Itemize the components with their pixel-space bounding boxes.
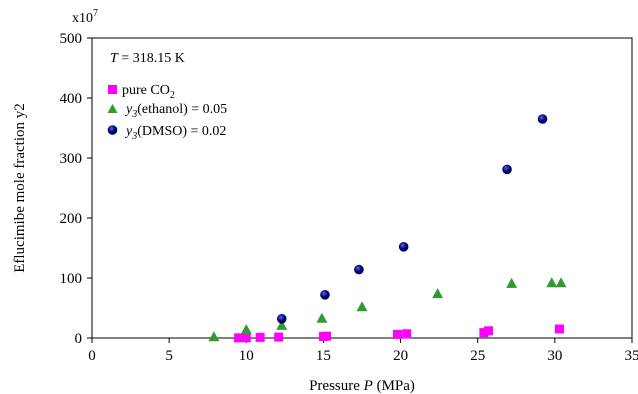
temperature-value: = 318.15 K: [118, 51, 185, 66]
data-point-square: [402, 329, 412, 339]
x-tick-label: 20: [393, 348, 408, 364]
x-tick-label: 30: [547, 348, 562, 364]
data-point-circle: [354, 264, 364, 275]
data-point-square: [241, 333, 251, 343]
legend-label-dmso-rest: (DMSO) = 0.02: [137, 124, 226, 139]
data-point-square: [274, 332, 284, 342]
legend-label-dmso-sub: 3: [131, 131, 137, 142]
y-multiplier-exp: 7: [93, 8, 98, 19]
data-point-triangle: [208, 331, 220, 342]
series-0: [234, 324, 564, 343]
points-layer: [208, 114, 567, 343]
legend-label-ethanol-rest: (ethanol) = 0.05: [137, 102, 227, 117]
legend-label-pure-co2: pure CO2: [122, 83, 175, 101]
data-point-triangle: [546, 277, 558, 288]
legend-marker-circle: [107, 125, 118, 135]
legend-label-dmso: y3(DMSO) = 0.02: [124, 124, 226, 142]
series-1: [208, 277, 567, 342]
x-tick-label: 10: [239, 348, 254, 364]
data-point-square: [484, 326, 494, 336]
data-point-circle: [537, 114, 548, 124]
legend-label-pure-co2-sub: 2: [170, 90, 175, 101]
legend-marker-triangle: [107, 104, 118, 113]
x-tick-label: 0: [88, 348, 96, 364]
legend-item-pure-co2: pure CO2: [108, 83, 175, 101]
x-axis-title: Pressure P (MPa): [309, 378, 415, 394]
data-point-square: [234, 333, 244, 343]
y-axis-title: Eflucimibe mole fraction y2: [12, 103, 28, 273]
x-tick-label: 35: [625, 348, 638, 364]
y-tick-label: 0: [75, 331, 83, 347]
data-point-triangle: [240, 324, 252, 335]
legend-item-ethanol: y3(ethanol) = 0.05: [107, 102, 227, 120]
x-tick-label: 5: [165, 348, 173, 364]
data-point-circle: [276, 314, 287, 324]
temperature-var: T: [110, 51, 119, 66]
data-point-square: [554, 324, 564, 334]
data-point-square: [255, 332, 265, 342]
temperature-annotation: T = 318.15 K: [110, 51, 185, 66]
data-point-triangle: [276, 319, 288, 330]
data-point-square: [479, 328, 489, 338]
y-tick-label: 300: [60, 151, 83, 167]
data-point-square: [392, 329, 402, 339]
x-tick-label: 25: [470, 348, 485, 364]
y-tick-label: 500: [60, 31, 83, 47]
series-2: [276, 114, 548, 324]
x-axis-title-unit: (MPa): [373, 378, 415, 394]
data-point-triangle: [432, 288, 444, 299]
legend-label-pure-co2-text: pure CO: [122, 83, 170, 98]
data-point-triangle: [555, 277, 567, 288]
legend-label-ethanol-var: y: [124, 102, 133, 117]
data-point-triangle: [356, 301, 368, 312]
y-tick-label: 400: [60, 91, 83, 107]
data-point-triangle: [506, 277, 518, 288]
legend: pure CO2 y3(ethanol) = 0.05 y3(DMSO) = 0…: [107, 83, 227, 142]
y-tick-label: 200: [60, 211, 83, 227]
y-multiplier: x107: [72, 8, 98, 26]
tick-layer: 0 5 10 15 20 25 30 35 0 100 200 300 400 500: [60, 31, 638, 364]
legend-label-ethanol-sub: 3: [131, 109, 137, 120]
x-axis-title-text: Pressure: [309, 378, 364, 394]
data-point-circle: [320, 290, 330, 300]
legend-label-dmso-var: y: [124, 124, 133, 139]
legend-label-ethanol: y3(ethanol) = 0.05: [124, 102, 227, 120]
data-point-circle: [502, 164, 512, 175]
data-point-square: [322, 331, 332, 341]
y-tick-label: 100: [60, 271, 83, 287]
data-point-triangle: [316, 312, 328, 323]
x-tick-label: 15: [316, 348, 331, 364]
legend-marker-square: [108, 85, 117, 94]
x-axis-title-var: P: [363, 378, 373, 394]
data-point-circle: [398, 242, 409, 252]
y-multiplier-base: x10: [72, 11, 93, 26]
legend-item-dmso: y3(DMSO) = 0.02: [107, 124, 226, 142]
plot-area: [91, 37, 633, 339]
